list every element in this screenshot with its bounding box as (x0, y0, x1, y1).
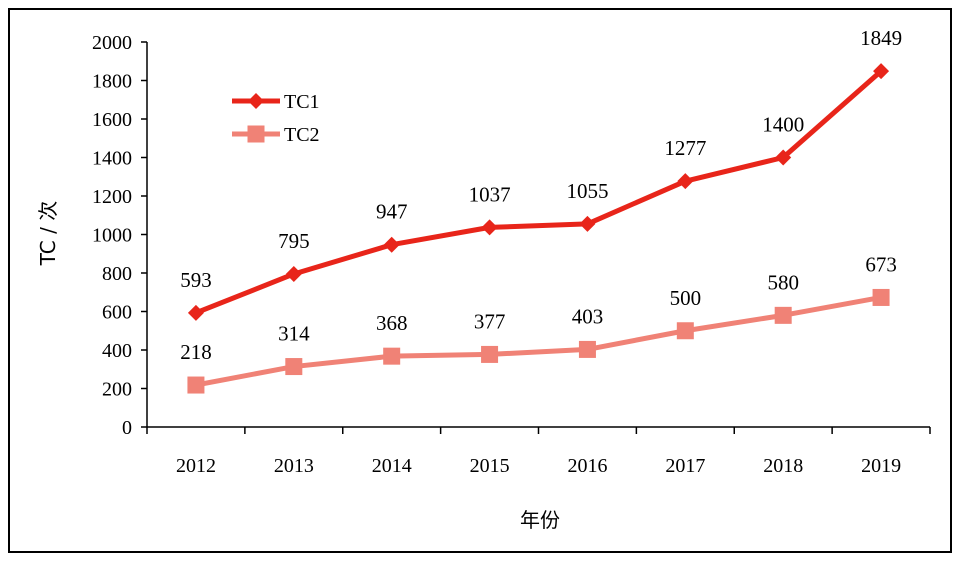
data-label: 1277 (664, 136, 706, 160)
data-label: 1400 (762, 113, 804, 137)
data-label: 1849 (860, 26, 902, 50)
data-point (481, 219, 498, 236)
x-axis-title: 年份 (520, 508, 560, 532)
data-point (872, 288, 890, 306)
series-TC1 (187, 63, 890, 321)
data-label: 580 (767, 270, 799, 294)
data-labels: 593 795 947 1037 1055 1277 1400 1849 218 314 368 37… (180, 26, 902, 364)
data-point (775, 149, 792, 166)
series-line (195, 69, 883, 316)
x-tick-label: 2019 (861, 455, 901, 477)
data-label: 795 (278, 229, 310, 253)
x-tick-label: 2013 (274, 455, 314, 477)
data-point (873, 63, 890, 80)
y-tick-label: 1000 (92, 225, 132, 247)
data-label: 673 (865, 252, 897, 276)
legend-item-TC2: TC2 (232, 124, 320, 146)
x-tick-label: 2015 (470, 455, 510, 477)
data-label: 403 (572, 304, 604, 328)
legend: TC1 TC2 (232, 91, 320, 146)
data-label: 218 (180, 340, 212, 364)
series-layer (187, 63, 890, 394)
data-point (187, 376, 205, 394)
series-TC2 (187, 288, 890, 394)
data-point (285, 265, 302, 282)
x-tick-label: 2016 (567, 455, 607, 477)
data-label: 1037 (469, 182, 511, 206)
y-tick-label: 800 (102, 263, 132, 285)
chart-frame (8, 8, 952, 553)
axes: 0 200 400 600 800 1000 1200 1400 1600 1800 2000 201… (92, 32, 931, 477)
data-point (383, 236, 400, 253)
y-tick-label: 400 (102, 340, 132, 362)
y-tick-label: 200 (102, 379, 132, 401)
data-label: 1055 (566, 179, 608, 203)
data-label: 377 (474, 309, 506, 333)
data-point (677, 173, 694, 190)
y-tick-label: 1600 (92, 109, 132, 131)
y-tick-label: 600 (102, 302, 132, 324)
x-tick-label: 2017 (665, 455, 705, 477)
y-tick-label: 0 (122, 417, 132, 439)
data-point (578, 340, 596, 358)
data-label: 500 (670, 286, 702, 310)
y-tick-label: 1800 (92, 71, 132, 93)
data-label: 947 (376, 200, 408, 224)
y-tick-label: 1200 (92, 186, 132, 208)
x-tick-label: 2014 (372, 455, 412, 477)
data-point (481, 345, 499, 363)
y-tick-label: 1400 (92, 148, 132, 170)
legend-label: TC2 (284, 124, 320, 146)
x-tick-label: 2018 (763, 455, 803, 477)
legend-marker (248, 93, 264, 109)
data-label: 314 (278, 322, 310, 346)
x-tick-label: 2012 (176, 455, 216, 477)
data-point (676, 322, 694, 340)
legend-label: TC1 (284, 91, 320, 113)
data-point (579, 215, 596, 232)
y-axis-title: TC / 次 (36, 201, 60, 266)
legend-marker (247, 125, 265, 143)
data-point (187, 304, 204, 321)
data-point (774, 306, 792, 324)
y-tick-label: 2000 (92, 32, 132, 54)
data-label: 368 (376, 311, 408, 335)
legend-item-TC1: TC1 (232, 91, 320, 113)
data-label: 593 (180, 268, 212, 292)
data-point (383, 347, 401, 365)
data-point (285, 358, 303, 376)
series-line (195, 294, 882, 388)
